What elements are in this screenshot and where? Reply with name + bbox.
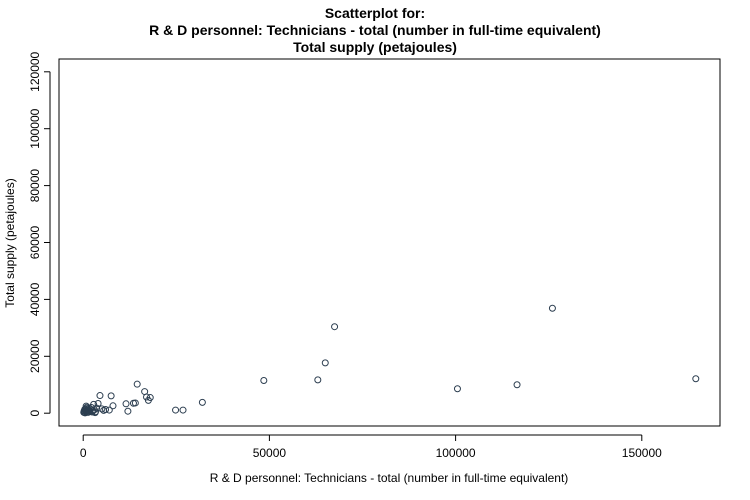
data-point [314, 376, 322, 384]
data-point [143, 393, 151, 401]
data-point [172, 406, 180, 414]
data-point [260, 376, 268, 384]
data-point [548, 304, 556, 312]
y-tick-label: 0 [28, 410, 42, 417]
chart-title: Scatterplot for: R & D personnel: Techni… [0, 5, 750, 56]
chart-title-line-2: R & D personnel: Technicians - total (nu… [149, 22, 601, 38]
data-point [93, 404, 101, 412]
y-tick-label: 100000 [28, 108, 42, 148]
data-point [453, 385, 461, 393]
data-point [122, 400, 130, 408]
x-tick-label: 100000 [436, 446, 476, 460]
y-tick-label: 20000 [28, 339, 42, 373]
data-point [88, 408, 96, 416]
data-point [102, 405, 110, 413]
data-point [96, 392, 104, 400]
x-axis: 0 50000 100000 150000 [80, 434, 662, 460]
plot-frame [58, 58, 721, 427]
data-point [198, 398, 206, 406]
x-axis-label: R & D personnel: Technicians - total (nu… [210, 471, 569, 485]
chart-title-line-1: Scatterplot for: [324, 5, 426, 21]
data-point [94, 400, 102, 408]
x-tick-label: 50000 [253, 446, 287, 460]
data-point [321, 359, 329, 367]
data-point [109, 402, 117, 410]
data-point [513, 381, 521, 389]
data-point [692, 375, 700, 383]
y-tick-label: 60000 [28, 225, 42, 259]
data-point [331, 323, 339, 331]
data-point [98, 405, 106, 413]
data-point [131, 399, 139, 407]
y-axis-label: Total supply (petajoules) [3, 178, 17, 307]
chart-title-line-3: Total supply (petajoules) [293, 39, 457, 55]
data-point [84, 407, 92, 415]
data-point [179, 406, 187, 414]
y-axis: 0 20000 40000 60000 80000 100000 120000 [28, 51, 51, 417]
data-point [146, 394, 154, 402]
x-tick-label: 150000 [622, 446, 662, 460]
data-point [105, 406, 113, 414]
y-tick-label: 40000 [28, 282, 42, 316]
data-points [80, 304, 700, 417]
x-tick-label: 0 [80, 446, 87, 460]
data-point [107, 392, 115, 400]
y-tick-label: 80000 [28, 169, 42, 203]
y-tick-label: 120000 [28, 51, 42, 91]
data-point [133, 380, 141, 388]
data-point [124, 407, 132, 415]
data-point [91, 409, 99, 417]
